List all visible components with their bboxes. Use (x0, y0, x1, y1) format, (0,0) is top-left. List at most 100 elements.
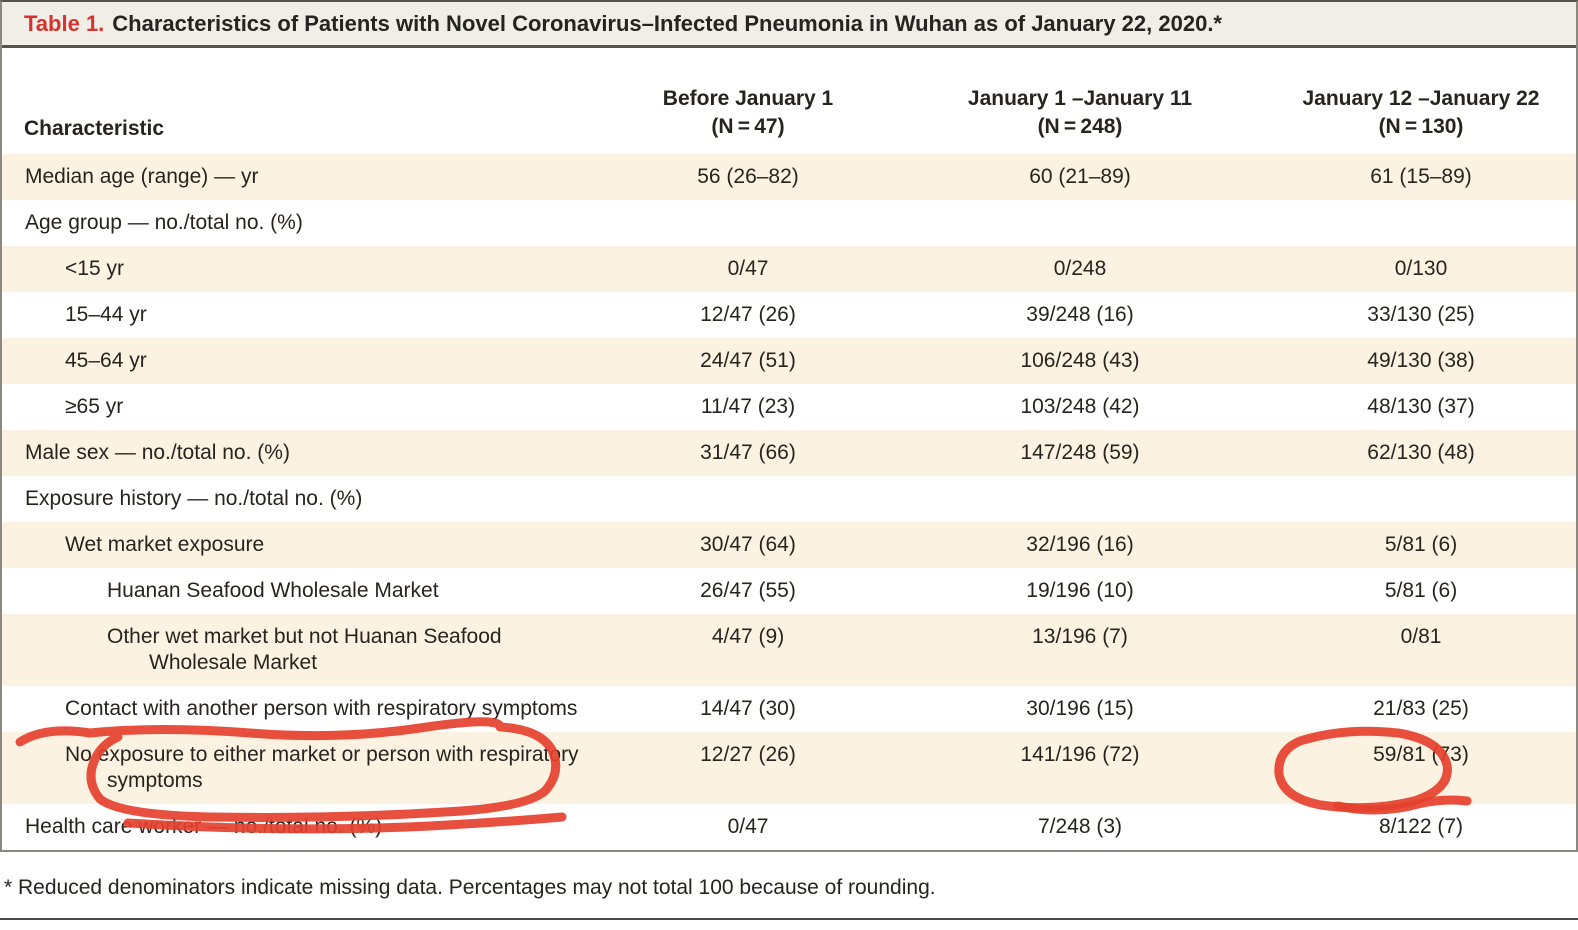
table-container: Table 1. Characteristics of Patients with… (0, 0, 1578, 852)
cell-value: 13/196 (7) (1032, 625, 1128, 648)
table-row: <15 yr 0/47 0/248 0/130 (2, 246, 1576, 292)
bottom-rule (0, 918, 1578, 920)
row-label: Contact with another person with respira… (65, 697, 578, 720)
row-label-cell: Wet market exposure (2, 522, 602, 568)
cell-value: 7/248 (3) (1037, 815, 1123, 838)
cell-value: 33/130 (25) (1367, 303, 1475, 326)
cell-value (1266, 476, 1576, 522)
cell-value: 61 (15–89) (1370, 165, 1472, 188)
row-label: Age group — no./total no. (%) (25, 211, 303, 234)
row-label-cell: Male sex — no./total no. (%) (2, 430, 602, 476)
cell-value: 56 (26–82) (697, 165, 799, 188)
cell-value (602, 200, 894, 246)
cell-value: 62/130 (48) (1367, 441, 1475, 464)
row-label-cell: Contact with another person with respira… (2, 686, 602, 732)
cell-value: 0/47 (727, 257, 769, 280)
row-label: <15 yr (65, 257, 124, 280)
row-label-cell: ≥65 yr (2, 384, 602, 430)
column-header-period2: January 1 –January 11 (N = 248) (894, 48, 1266, 154)
cell-value: 32/196 (16) (1026, 533, 1134, 556)
column-header-characteristic: Characteristic (2, 48, 602, 154)
table-title-text: Characteristics of Patients with Novel C… (112, 11, 1222, 36)
cell-value: 4/47 (9) (711, 625, 785, 648)
table-row: 45–64 yr 24/47 (51) 106/248 (43) 49/130 (38… (2, 338, 1576, 384)
row-label: ≥65 yr (65, 395, 124, 418)
cell-value: 30/196 (15) (1026, 697, 1134, 720)
row-label: Wet market exposure (65, 533, 265, 556)
row-label: Median age (range) — yr (25, 165, 259, 188)
cell-value: 26/47 (55) (700, 579, 796, 602)
table-row: Huanan Seafood Wholesale Market 26/47 (55… (2, 568, 1576, 614)
row-label: Male sex — no./total no. (%) (25, 441, 290, 464)
column-header-period3-range: January 12 –January 22 (1302, 87, 1540, 110)
table-footnote: * Reduced denominators indicate missing … (4, 876, 936, 899)
row-label-cell: 45–64 yr (2, 338, 602, 384)
table-row: Exposure history — no./total no. (%) (2, 476, 1576, 522)
row-label: 45–64 yr (65, 349, 147, 372)
cell-value: 49/130 (38) (1367, 349, 1475, 372)
table-number: Table 1. (24, 11, 105, 36)
row-label-cell: Huanan Seafood Wholesale Market (2, 568, 602, 614)
row-label: No exposure to either market or person w… (65, 743, 579, 792)
cell-value: 60 (21–89) (1029, 165, 1131, 188)
row-label-cell: Health care worker — no./total no. (%) (2, 804, 602, 850)
table-row: Age group — no./total no. (%) (2, 200, 1576, 246)
table-row: 15–44 yr 12/47 (26) 39/248 (16) 33/130 (25) (2, 292, 1576, 338)
cell-value: 19/196 (10) (1026, 579, 1134, 602)
row-label-cell: Median age (range) — yr (2, 154, 602, 200)
row-label-cell: Other wet market but not Huanan Seafood … (2, 614, 602, 686)
table-row: Male sex — no./total no. (%) 31/47 (66) 14… (2, 430, 1576, 476)
cell-value: 12/47 (26) (700, 303, 796, 326)
row-label-cell: Exposure history — no./total no. (%) (2, 476, 602, 522)
cell-value: 31/47 (66) (700, 441, 796, 464)
cell-value: 106/248 (43) (1020, 349, 1140, 372)
column-header-period3-n: (N = 130) (1378, 115, 1464, 138)
cell-value (602, 476, 894, 522)
cell-value: 59/81 (73) (1373, 743, 1469, 766)
row-label-cell: No exposure to either market or person w… (2, 732, 602, 804)
cell-value: 0/81 (1400, 625, 1442, 648)
column-header-period2-range: January 1 –January 11 (967, 87, 1193, 110)
cell-value: 30/47 (64) (700, 533, 796, 556)
cell-value: 103/248 (42) (1020, 395, 1140, 418)
column-header-period1: Before January 1 (N = 47) (602, 48, 894, 154)
row-label: 15–44 yr (65, 303, 147, 326)
table-title: Table 1. Characteristics of Patients with… (2, 2, 1576, 48)
row-label: Huanan Seafood Wholesale Market (107, 579, 439, 602)
cell-value (894, 200, 1266, 246)
row-label-cell: 15–44 yr (2, 292, 602, 338)
header-row: Characteristic Before January 1 (N = 47)… (2, 48, 1576, 154)
row-label: Exposure history — no./total no. (%) (25, 487, 363, 510)
characteristics-table: Characteristic Before January 1 (N = 47)… (2, 48, 1576, 850)
table-row: No exposure to either market or person w… (2, 732, 1576, 804)
cell-value: 5/81 (6) (1384, 579, 1458, 602)
cell-value: 0/248 (1053, 257, 1107, 280)
cell-value (894, 476, 1266, 522)
column-header-period3: January 12 –January 22 (N = 130) (1266, 48, 1576, 154)
cell-value: 0/47 (727, 815, 769, 838)
table-row: Other wet market but not Huanan Seafood … (2, 614, 1576, 686)
cell-value: 39/248 (16) (1026, 303, 1134, 326)
cell-value: 48/130 (37) (1367, 395, 1475, 418)
cell-value: 11/47 (23) (700, 395, 796, 418)
column-header-period1-range: Before January 1 (662, 87, 834, 110)
cell-value: 14/47 (30) (700, 697, 796, 720)
cell-value: 21/83 (25) (1373, 697, 1469, 720)
row-label: Other wet market but not Huanan Seafood … (107, 625, 502, 674)
table-row: Health care worker — no./total no. (%) 0/… (2, 804, 1576, 850)
table-row: ≥65 yr 11/47 (23) 103/248 (42) 48/130 (37) (2, 384, 1576, 430)
cell-value: 5/81 (6) (1384, 533, 1458, 556)
table-row: Median age (range) — yr 56 (26–82) 60 (21–… (2, 154, 1576, 200)
cell-value: 147/248 (59) (1020, 441, 1140, 464)
cell-value: 12/27 (26) (700, 743, 796, 766)
row-label: Health care worker — no./total no. (%) (25, 815, 383, 838)
cell-value: 0/130 (1394, 257, 1448, 280)
cell-value: 8/122 (7) (1378, 815, 1464, 838)
cell-value: 24/47 (51) (700, 349, 796, 372)
row-label-cell: <15 yr (2, 246, 602, 292)
row-label-cell: Age group — no./total no. (%) (2, 200, 602, 246)
cell-value (1266, 200, 1576, 246)
column-header-period1-n: (N = 47) (711, 115, 785, 138)
cell-value: 141/196 (72) (1020, 743, 1140, 766)
